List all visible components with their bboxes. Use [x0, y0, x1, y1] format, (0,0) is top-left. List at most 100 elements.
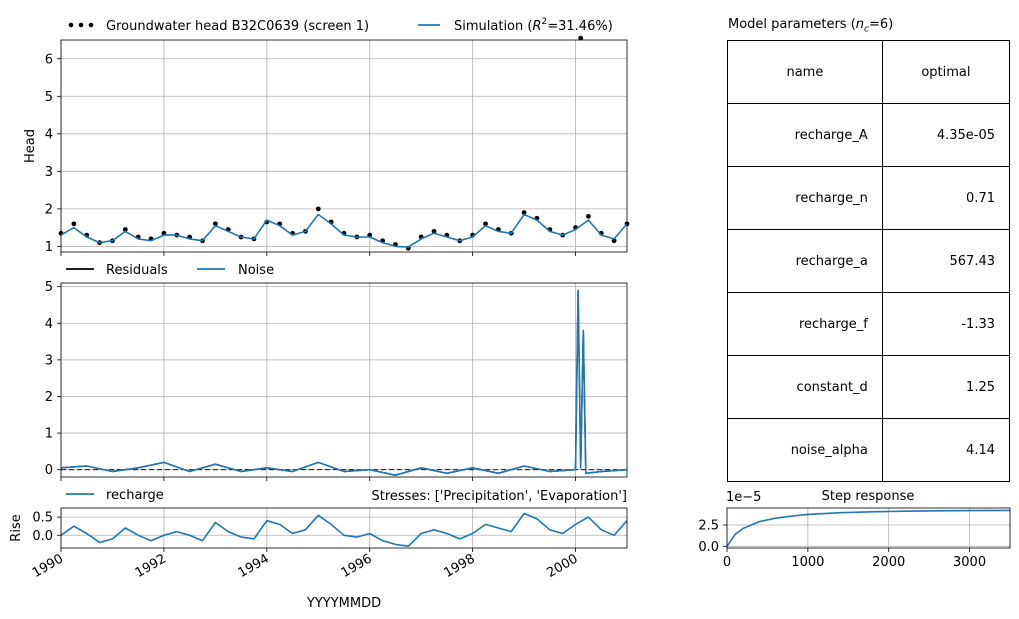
- param-name: recharge_A: [727, 103, 883, 167]
- param-optimal: 0.71: [881, 166, 1011, 230]
- legend-observed-label: Groundwater head B32C0639 (screen 1): [106, 19, 369, 34]
- residual-series: [60, 289, 628, 477]
- y-tick-label: 4: [45, 317, 53, 332]
- head-ylabel: Head: [23, 129, 38, 163]
- step-xticks: 0 1000 2000 3000: [723, 548, 986, 570]
- y-tick-label: 3: [45, 165, 53, 180]
- recharge-line: [60, 512, 628, 548]
- table-row: noise_alpha 4.14: [727, 418, 1011, 482]
- observed-point: [611, 238, 617, 244]
- param-name: constant_d: [727, 355, 883, 419]
- params-header-optimal: optimal: [881, 40, 1011, 104]
- contrib-panel: 0.00.5 Rise recharge Stresses: ['Precipi…: [9, 252, 628, 611]
- y-tick-label: 4: [45, 127, 53, 142]
- param-name: noise_alpha: [727, 418, 883, 482]
- residual-grid: [60, 283, 627, 477]
- param-name: recharge_n: [727, 166, 883, 230]
- y-tick-label: 6: [45, 52, 53, 67]
- step-title: Step response: [822, 489, 915, 504]
- param-optimal: 1.25: [881, 355, 1011, 419]
- param-optimal: 4.14: [881, 418, 1011, 482]
- residual-legend: Residuals Noise: [66, 263, 274, 278]
- observed-point: [483, 221, 488, 227]
- observed-point: [431, 228, 437, 234]
- y-tick-label: 0.5: [32, 511, 53, 526]
- table-row: constant_d 1.25: [727, 355, 1011, 419]
- legend-residuals-label: Residuals: [106, 263, 168, 278]
- step-axes-frame: [726, 507, 1011, 549]
- contrib-series: [60, 512, 628, 548]
- step-series: [726, 509, 1011, 547]
- legend-noise-label: Noise: [238, 263, 274, 278]
- x-tick-label: 2000: [544, 551, 580, 581]
- residual-axes-frame: [60, 282, 628, 478]
- simulation-line: [60, 213, 628, 248]
- param-optimal: -1.33: [881, 292, 1011, 356]
- params-header-name: name: [727, 40, 883, 104]
- noise-line: [60, 289, 628, 477]
- y-tick-label: 2.5: [698, 519, 719, 534]
- contrib-axes-frame: [60, 507, 628, 549]
- x-tick-label: 2000: [872, 555, 905, 570]
- time-xlabel: YYYYMMDD: [306, 596, 381, 611]
- params-table: name optimal recharge_A 4.35e-05 recharge…: [727, 40, 1011, 482]
- table-row: recharge_a 567.43: [727, 229, 1011, 293]
- x-tick-label: 1996: [339, 551, 375, 581]
- y-tick-label: 5: [45, 280, 53, 295]
- param-name: recharge_a: [727, 229, 883, 293]
- observed-point: [71, 221, 77, 227]
- y-tick-label: 2: [45, 202, 53, 217]
- param-optimal: 4.35e-05: [881, 103, 1011, 167]
- residual-panel: 0 1 2 3 4 5 Residuals Noise: [45, 263, 628, 478]
- y-tick-label: 3: [45, 353, 53, 368]
- x-tick-label: 1990: [30, 551, 66, 581]
- residuals-line: [60, 289, 628, 476]
- x-tick-label: 1000: [791, 555, 824, 570]
- time-xticks: 1990 1992 1994 1996 1998 2000: [30, 252, 581, 581]
- step-response-line: [726, 509, 1011, 547]
- y-tick-label: 2: [45, 390, 53, 405]
- step-offset-label: 1e−5: [726, 490, 761, 505]
- table-row: recharge_n 0.71: [727, 166, 1011, 230]
- step-grid: [726, 508, 1010, 548]
- params-header-row: name optimal: [727, 40, 1011, 104]
- head-grid: [60, 40, 627, 252]
- observed-point: [578, 35, 584, 41]
- param-optimal: 567.43: [881, 229, 1011, 293]
- x-tick-label: 1992: [133, 551, 169, 581]
- y-tick-label: 0: [45, 463, 53, 478]
- param-name: recharge_f: [727, 292, 883, 356]
- observed-point: [212, 221, 218, 227]
- stresses-title: Stresses: ['Precipitation', 'Evaporation…: [372, 489, 628, 504]
- head-panel: 1 2 3 4 5 6 Head Groundwater head B32C0639 (s…: [23, 17, 630, 255]
- y-tick-label: 1: [45, 240, 53, 255]
- observed-point: [586, 213, 591, 219]
- observed-point: [122, 227, 128, 232]
- step-panel: Step response 1e−5 0.02.5 0 1000 2000 3000: [698, 489, 1011, 570]
- y-tick-label: 0.0: [32, 529, 53, 544]
- params-title: Model parameters (nc=6): [728, 17, 894, 35]
- x-tick-label: 1994: [236, 551, 272, 581]
- legend-observed-marker: [68, 22, 74, 28]
- table-row: recharge_A 4.35e-05: [727, 103, 1011, 167]
- legend-observed-marker: [88, 22, 94, 28]
- legend-observed-marker: [78, 22, 84, 28]
- observed-point: [315, 206, 321, 212]
- x-tick-label: 1998: [441, 551, 477, 581]
- y-tick-label: 5: [45, 90, 53, 105]
- x-tick-label: 3000: [953, 555, 986, 570]
- step-yticks: 0.02.5: [698, 519, 727, 555]
- y-tick-label: 1: [45, 427, 53, 442]
- y-tick-label: 0.0: [698, 540, 719, 555]
- head-series: [58, 35, 630, 251]
- table-row: recharge_f -1.33: [727, 292, 1011, 356]
- head-yticks: 1 2 3 4 5 6: [45, 52, 61, 255]
- legend-simulation-label: Simulation (R2=31.46%): [454, 17, 613, 34]
- head-legend: Groundwater head B32C0639 (screen 1) Sim…: [68, 17, 613, 34]
- contrib-yticks: 0.00.5: [32, 511, 61, 544]
- observed-point: [521, 210, 527, 216]
- head-axes-frame: [60, 39, 628, 253]
- contrib-grid: [60, 508, 627, 548]
- legend-recharge-label: recharge: [106, 488, 164, 503]
